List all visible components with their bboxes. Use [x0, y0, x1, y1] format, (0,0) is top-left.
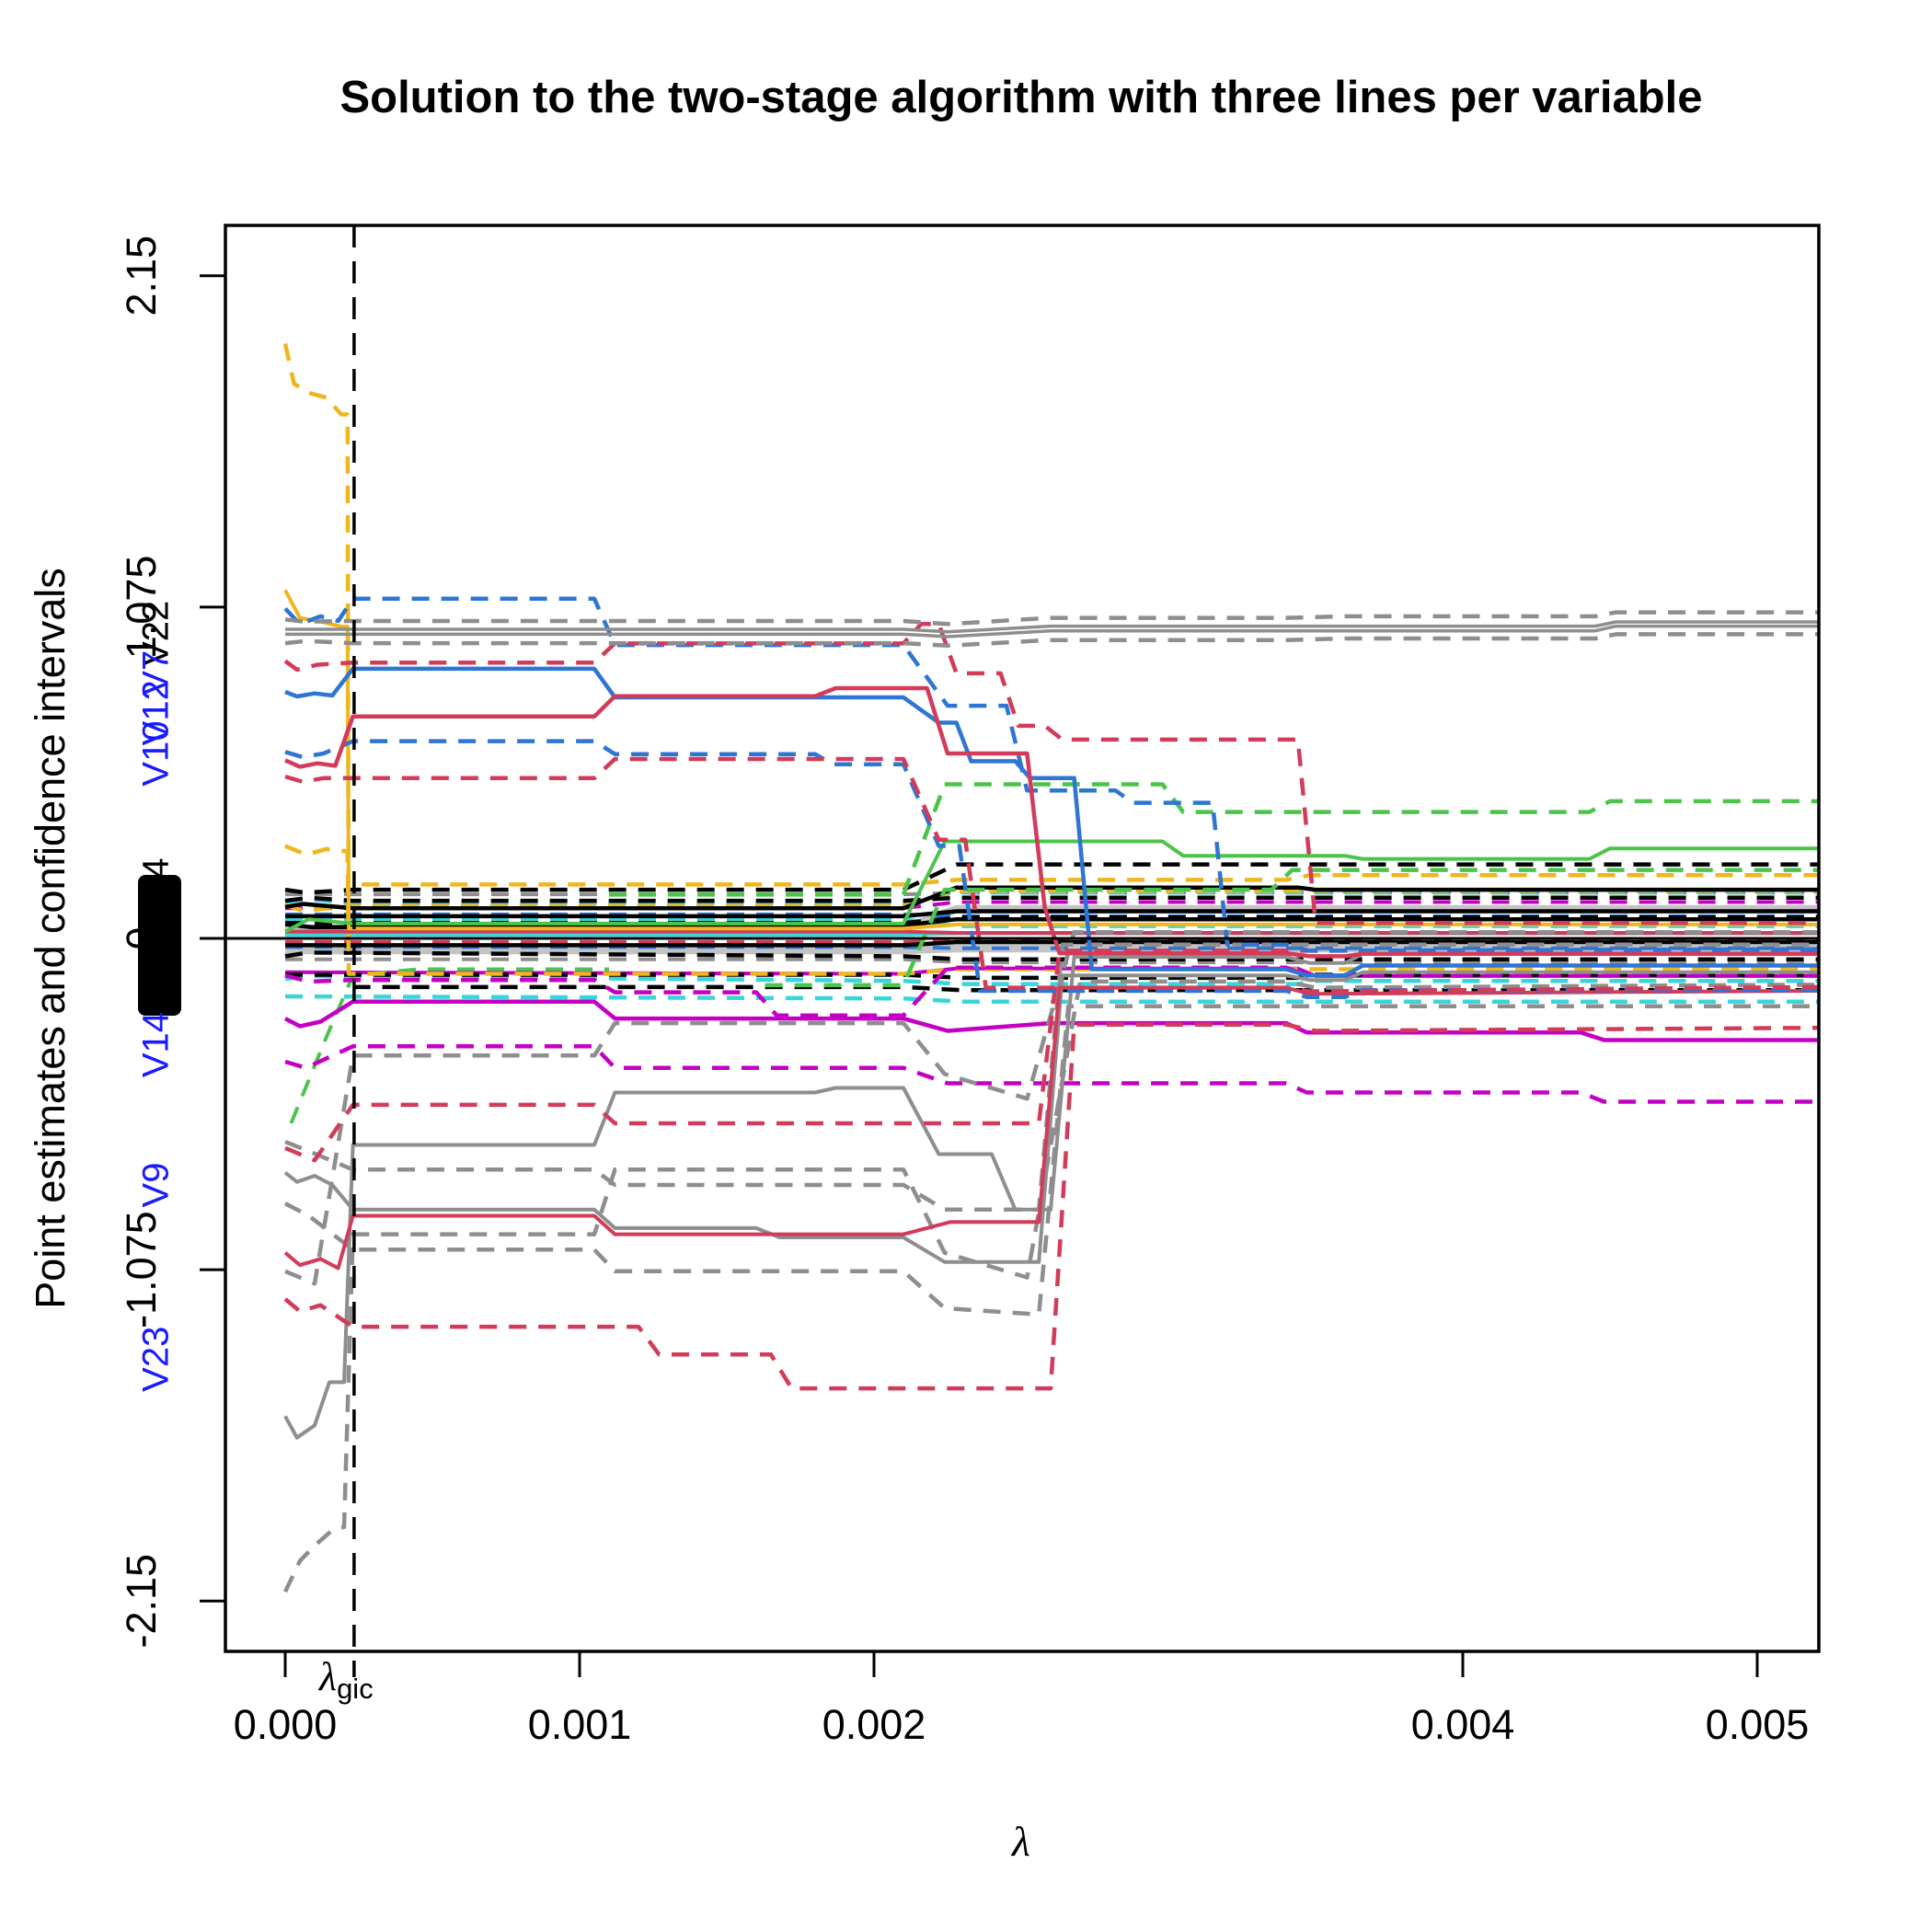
variable-label-V14: V14	[136, 1012, 177, 1077]
variable-label-V24: V24	[136, 857, 177, 923]
series-v12-est	[284, 685, 1819, 959]
x-tick-label: 0.001	[528, 1701, 632, 1748]
series-v12-ci-upper	[283, 622, 1819, 926]
series-layer	[282, 343, 1819, 1593]
variable-label-V12: V12	[136, 680, 177, 745]
series-band-cyan-dash-4	[284, 994, 1819, 1004]
chart-title: Solution to the two-stage algorithm with…	[339, 73, 1703, 122]
series-v9-est	[283, 970, 1819, 1264]
variable-label-V7: V7	[136, 650, 177, 696]
series-band-black-dash-1	[284, 862, 1819, 895]
y-axis-title: Point estimates and confidence intervals	[27, 568, 74, 1309]
lambda-gic-subscript: gic	[337, 1673, 374, 1705]
lambda-symbol: λ	[319, 1654, 338, 1699]
series-band-black-solid-2	[285, 909, 1819, 919]
y-tick-label: 1.075	[118, 556, 165, 660]
series-band-red-solid	[285, 929, 1819, 935]
series-v7-ci-upper	[283, 596, 1819, 953]
y-tick-label: -1.075	[118, 1211, 165, 1328]
series-v22-ci-upper	[284, 610, 1819, 627]
series-v23-est	[283, 951, 1819, 1440]
series-band-gray-dash-2	[285, 957, 1819, 965]
x-tick-label: 0.004	[1411, 1701, 1515, 1748]
series-band-black-dash-4	[284, 950, 1819, 962]
series-v22-ci-lower	[284, 632, 1819, 649]
x-axis-title: λ	[1012, 1818, 1030, 1865]
series-band-black-solid-1	[284, 885, 1819, 911]
series-green-ci-upper	[609, 782, 1819, 897]
x-tick-label: 0.002	[822, 1701, 926, 1748]
variable-label-V34: V34	[136, 878, 177, 943]
series-v23-ci-upper	[284, 930, 1819, 1286]
series-yellow-ci-lower	[284, 844, 1819, 976]
series-band-black-dash-5	[285, 972, 1819, 981]
series-green-est	[284, 839, 1819, 934]
y-tick-label: -2.15	[118, 1554, 165, 1649]
overlapped-variable-labels-blob	[138, 875, 181, 1016]
series-v9-ci-upper	[284, 942, 1819, 1213]
series-v22b-est	[285, 624, 1819, 638]
series-v7-est	[284, 666, 1819, 978]
series-v14-ci-lower	[284, 1044, 1819, 1104]
series-yellow-ci-upper	[282, 343, 1819, 887]
series-v9-ci-lower	[283, 1004, 1819, 1317]
x-tick-label: 0.005	[1706, 1701, 1810, 1748]
series-v22-est	[285, 620, 1819, 634]
variable-label-V10: V10	[136, 720, 177, 786]
series-v23-ci-lower	[282, 979, 1819, 1593]
x-tick-label: 0.000	[234, 1701, 338, 1748]
variable-label-V23: V23	[136, 1327, 177, 1392]
lambda-gic-annotation: λgic	[319, 1653, 374, 1705]
series-green-ci-lower	[765, 868, 1819, 988]
series-band-gray-dash-1	[285, 891, 1819, 897]
y-tick-label: 2.15	[118, 236, 165, 316]
series-red2-ci-upper	[284, 949, 1819, 1163]
series-v12-ci-lower	[284, 756, 1819, 994]
series-band-black-solid-4	[285, 939, 1819, 948]
variable-label-V9: V9	[136, 1163, 177, 1208]
series-red2-ci-lower	[283, 1022, 1819, 1391]
series-yellow-band-dash	[284, 888, 1819, 914]
series-v14-est	[283, 999, 1819, 1042]
variable-label-V22: V22	[136, 601, 177, 666]
series-yellow-est	[283, 589, 1819, 931]
